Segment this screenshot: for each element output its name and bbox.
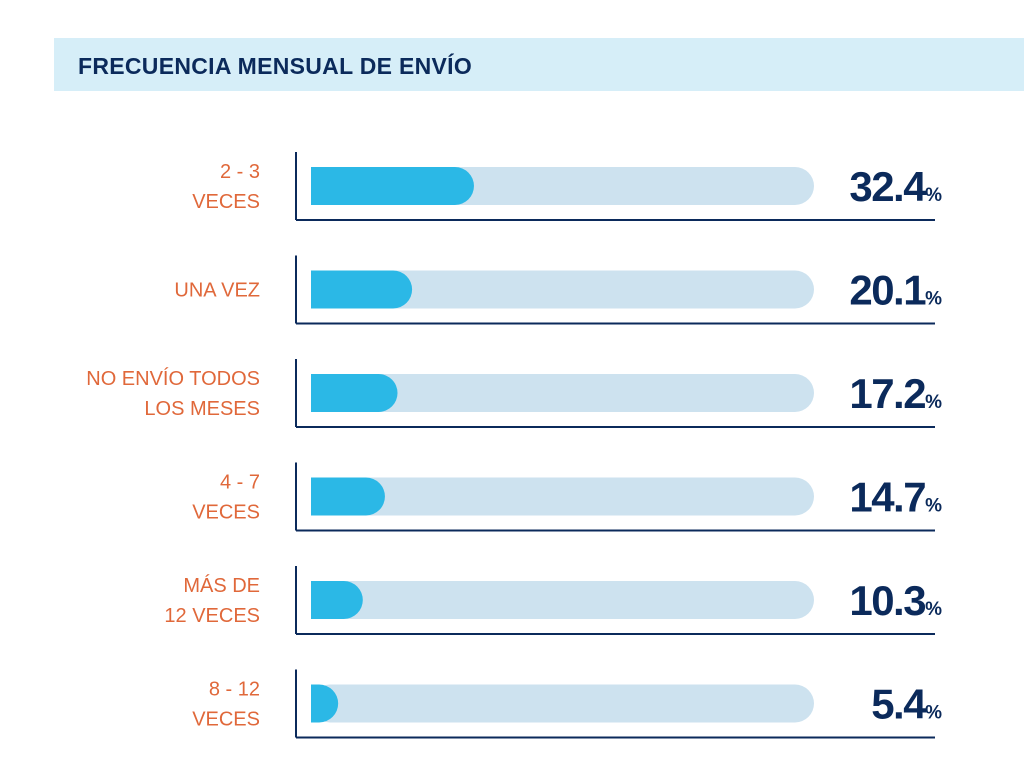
bar-row: 4 - 7 VECES 14.7% bbox=[192, 462, 942, 532]
category-label-line: 4 - 7 bbox=[220, 472, 260, 494]
value-number: 20.1 bbox=[849, 267, 926, 314]
bar-track bbox=[311, 581, 814, 619]
value-label: 17.2% bbox=[849, 370, 942, 417]
category-label-line: VECES bbox=[192, 502, 260, 524]
value-unit: % bbox=[925, 599, 942, 620]
bar bbox=[311, 167, 474, 205]
bar-track bbox=[311, 477, 814, 516]
bar-row: NO ENVÍO TODOS LOS MESES 17.2% bbox=[86, 359, 942, 428]
chart-title: FRECUENCIA MENSUAL DE ENVÍO bbox=[78, 53, 473, 79]
category-label-line: LOS MESES bbox=[144, 398, 260, 420]
category-label-line: VECES bbox=[192, 191, 260, 213]
category-label: 2 - 3 VECES bbox=[192, 161, 260, 213]
bar-row: 8 - 12 VECES 5.4% bbox=[192, 669, 942, 739]
value-number: 14.7 bbox=[849, 474, 925, 521]
value-unit: % bbox=[925, 185, 942, 206]
bar-row: MÁS DE 12 VECES 10.3% bbox=[164, 566, 942, 635]
chart-title-band: FRECUENCIA MENSUAL DE ENVÍO bbox=[54, 38, 1024, 91]
value-number: 17.2 bbox=[849, 370, 925, 417]
value-number: 32.4 bbox=[849, 163, 927, 210]
value-label: 20.1% bbox=[849, 267, 942, 314]
bar-track bbox=[311, 270, 814, 309]
value-unit: % bbox=[925, 289, 942, 310]
category-label-line: NO ENVÍO TODOS bbox=[86, 367, 260, 390]
bar-track bbox=[311, 374, 814, 412]
category-label-line: UNA VEZ bbox=[174, 280, 260, 302]
category-label-line: VECES bbox=[192, 709, 260, 731]
bar bbox=[311, 684, 339, 723]
bar-row: UNA VEZ 20.1% bbox=[174, 255, 942, 325]
category-label-line: 12 VECES bbox=[164, 605, 260, 627]
bar bbox=[311, 374, 398, 412]
category-label-line: 8 - 12 bbox=[209, 679, 260, 701]
value-label: 5.4% bbox=[871, 681, 942, 728]
category-label: 8 - 12 VECES bbox=[192, 679, 260, 731]
bar bbox=[311, 581, 363, 619]
category-label-line: MÁS DE bbox=[183, 574, 260, 597]
bar-row: 2 - 3 VECES 32.4% bbox=[192, 152, 942, 221]
bar-track bbox=[311, 684, 814, 723]
value-number: 10.3 bbox=[849, 577, 925, 624]
bar bbox=[311, 270, 413, 309]
category-label: NO ENVÍO TODOS LOS MESES bbox=[86, 367, 260, 420]
value-unit: % bbox=[925, 703, 942, 724]
category-label: 4 - 7 VECES bbox=[192, 472, 260, 524]
category-label: MÁS DE 12 VECES bbox=[164, 574, 260, 627]
category-label: UNA VEZ bbox=[174, 280, 260, 302]
value-number: 5.4 bbox=[871, 681, 927, 728]
category-label-line: 2 - 3 bbox=[220, 161, 260, 183]
value-unit: % bbox=[925, 496, 942, 517]
bar bbox=[311, 477, 385, 516]
value-label: 10.3% bbox=[849, 577, 942, 624]
value-unit: % bbox=[925, 392, 942, 413]
value-label: 32.4% bbox=[849, 163, 942, 210]
value-label: 14.7% bbox=[849, 474, 942, 521]
